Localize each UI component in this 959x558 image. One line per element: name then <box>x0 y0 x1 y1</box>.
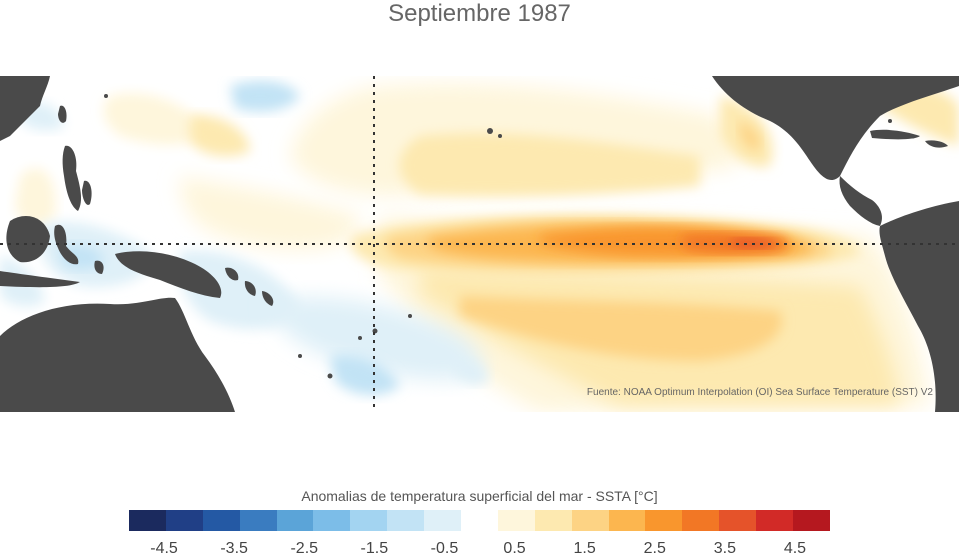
colorbar-swatch <box>239 510 277 531</box>
central-america-landmass <box>839 176 883 226</box>
colorbar-swatch <box>165 510 203 531</box>
australia-landmass <box>0 297 235 412</box>
colorbar-swatch <box>608 510 646 531</box>
colorbar-tick-label: 0.5 <box>503 540 526 557</box>
colorbar-tick-label: -0.5 <box>430 540 459 557</box>
colorbar-swatch <box>497 510 535 531</box>
colorbar-tick-label: -3.5 <box>220 540 248 557</box>
colorbar-swatch <box>387 510 425 531</box>
cuba-landmass <box>870 129 920 140</box>
colorbar-tick-label: -2.5 <box>290 540 319 557</box>
colorbar-swatch <box>129 510 166 531</box>
taiwan-landmass <box>58 105 67 123</box>
colorbar-swatch <box>645 510 683 531</box>
new-guinea-landmass <box>115 251 222 298</box>
sst-anomaly-map <box>0 76 959 412</box>
borneo-landmass <box>6 216 50 263</box>
colorbar-swatch <box>276 510 314 531</box>
philippines-landmass <box>62 145 82 211</box>
colorbar-swatch <box>682 510 720 531</box>
south-america-landmass <box>879 201 959 412</box>
colorbar-tick-label: 3.5 <box>713 540 736 557</box>
anomaly-field <box>0 80 959 412</box>
colorbar-tick-label: -4.5 <box>150 540 178 557</box>
colorbar-swatch <box>756 510 794 531</box>
landmasses <box>0 76 959 412</box>
colorbar-title: Anomalias de temperatura superficial del… <box>301 488 658 504</box>
source-credit: Fuente: NOAA Optimum Interpolation (OI) … <box>586 387 933 398</box>
sulawesi-landmass <box>54 224 79 265</box>
colorbar-swatch <box>424 510 462 531</box>
colorbar-swatch <box>534 510 572 531</box>
colorbar-tick-label: 1.5 <box>573 540 596 557</box>
colorbar-tick-label: -1.5 <box>360 540 389 557</box>
colorbar-swatch <box>719 510 757 531</box>
colorbar-swatch <box>202 510 240 531</box>
reference-lines <box>0 76 959 412</box>
asia-landmass <box>0 76 50 141</box>
map-title: Septiembre 1987 <box>388 0 571 27</box>
colorbar-swatch <box>793 510 830 531</box>
colorbar-swatch <box>571 510 609 531</box>
colorbar <box>129 510 830 531</box>
colorbar-swatch <box>313 510 351 531</box>
colorbar-tick-label: 2.5 <box>643 540 666 557</box>
north-america-landmass <box>712 76 959 181</box>
colorbar-swatch <box>461 510 498 531</box>
colorbar-swatch <box>350 510 388 531</box>
colorbar-tick-label: 4.5 <box>783 540 807 557</box>
